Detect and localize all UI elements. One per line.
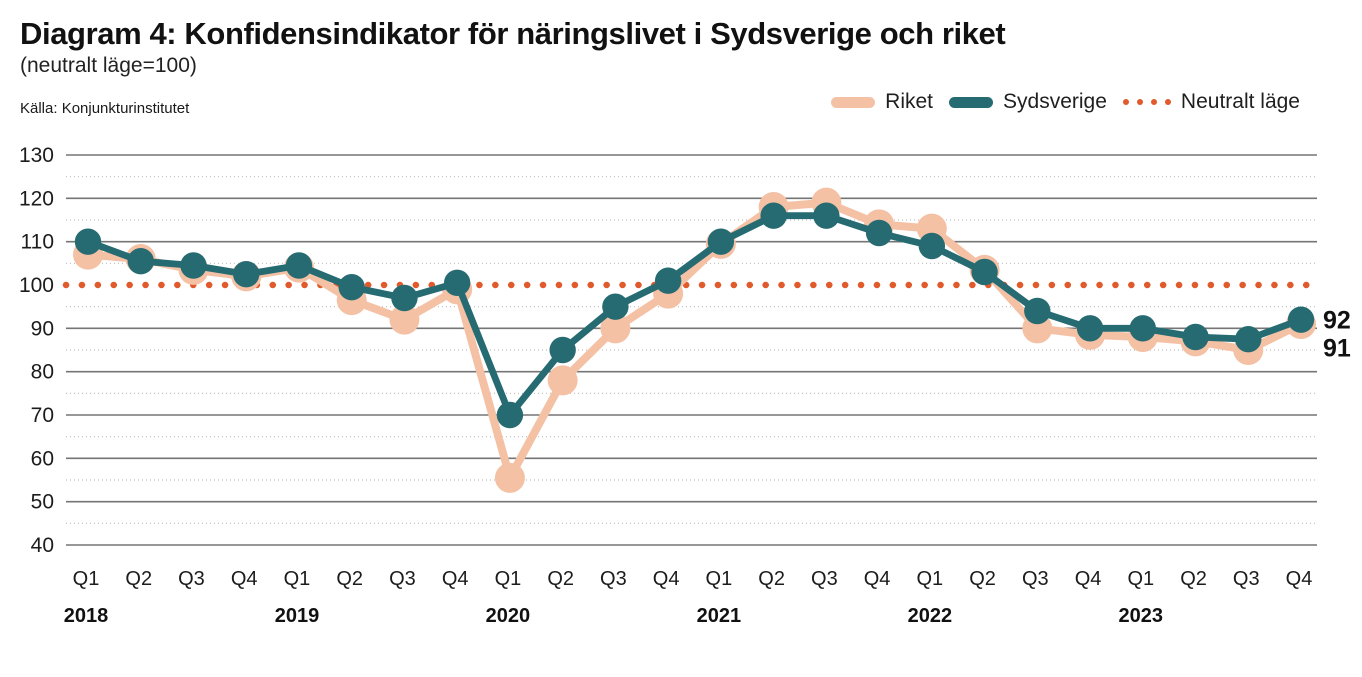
data-point	[443, 269, 471, 297]
year-labels: 2018 2019 2020 2021 2022 2023	[64, 605, 1163, 627]
sydsverige-line-swatch	[949, 96, 994, 108]
data-point	[338, 273, 365, 301]
data-point	[1129, 315, 1157, 342]
chart-header: Diagram 4: Konfidensindikator för näring…	[20, 16, 1006, 117]
legend-item-neutral: Neutralt läge	[1122, 90, 1300, 114]
data-point	[1076, 315, 1104, 342]
y-tick-label: 60	[31, 447, 54, 470]
x-tick-label: Q3	[811, 568, 838, 590]
x-tick-label: Q4	[231, 568, 258, 590]
y-tick-label: 50	[31, 491, 54, 514]
major-gridlines	[66, 154, 1317, 546]
data-point	[180, 252, 207, 279]
data-point	[127, 247, 154, 275]
x-tick-label: Q4	[442, 568, 469, 590]
legend: Riket Sydsverige Neutralt läge	[831, 90, 1300, 114]
data-point	[813, 202, 840, 229]
chart-subtitle: (neutralt läge=100)	[20, 53, 197, 77]
data-point	[1182, 323, 1209, 351]
data-point	[707, 228, 735, 255]
x-tick-label: Q1	[495, 568, 522, 590]
data-point	[918, 232, 946, 260]
x-tick-label: Q4	[1075, 568, 1102, 590]
y-tick-label: 120	[19, 187, 54, 210]
y-tick-label: 70	[31, 404, 54, 427]
series-line-sydsverige	[84, 212, 1305, 419]
neutral-dotted-swatch	[1122, 99, 1171, 105]
year-label: 2018	[64, 605, 109, 627]
series-points-sydsverige	[74, 202, 1315, 429]
x-tick-label: Q3	[389, 568, 416, 590]
y-tick-label: 80	[31, 361, 54, 384]
data-point	[1287, 306, 1315, 333]
data-point	[391, 284, 418, 312]
x-tick-label: Q2	[336, 568, 363, 590]
data-point	[494, 462, 525, 493]
data-point	[496, 401, 524, 429]
riket-line-swatch	[831, 96, 876, 108]
x-tick-label: Q4	[864, 568, 891, 590]
year-label: 2020	[486, 605, 531, 627]
data-point	[389, 304, 420, 335]
end-label-riket: 91	[1323, 335, 1351, 363]
data-point	[547, 365, 578, 396]
data-point	[233, 260, 260, 288]
y-tick-label: 110	[21, 231, 54, 254]
x-tick-label: Q2	[758, 568, 785, 590]
data-point	[654, 267, 682, 294]
data-point	[760, 202, 787, 229]
x-tick-label: Q2	[125, 568, 152, 590]
data-point	[549, 336, 576, 364]
year-label: 2022	[908, 605, 953, 627]
data-point	[971, 258, 998, 286]
x-tick-label: Q2	[547, 568, 574, 590]
x-tick-label: Q2	[969, 568, 996, 590]
legend-item-riket: Riket	[831, 90, 933, 114]
x-tick-label: Q1	[1127, 568, 1154, 590]
x-axis-labels: Q1 Q2 Q3 Q4 Q1 Q2 Q3 Q4 Q1 Q2 Q3 Q4 Q1 Q2 Q3 Q4 Q1 Q2 Q3 Q4…	[73, 568, 1313, 590]
page-title: Diagram 4: Konfidensindikator för näring…	[20, 16, 1006, 51]
x-tick-label: Q1	[73, 568, 100, 590]
legend-label-neutral: Neutralt läge	[1180, 90, 1300, 113]
x-tick-label: Q3	[1233, 568, 1260, 590]
y-tick-label: 130	[19, 144, 54, 167]
data-point	[1024, 297, 1051, 325]
data-point	[285, 252, 313, 279]
data-point	[865, 219, 893, 247]
end-label-sydsverige: 92	[1323, 307, 1351, 335]
year-label: 2023	[1119, 605, 1164, 627]
x-tick-label: Q1	[706, 568, 733, 590]
data-point	[600, 313, 631, 344]
data-point	[602, 293, 629, 320]
x-tick-label: Q2	[1180, 568, 1207, 590]
x-tick-label: Q4	[653, 568, 680, 590]
x-tick-label: Q3	[1022, 568, 1049, 590]
year-label: 2021	[697, 605, 742, 627]
minor-gridlines	[66, 176, 1317, 524]
legend-label-riket: Riket	[885, 90, 934, 113]
y-tick-label: 100	[19, 274, 54, 297]
x-tick-label: Q4	[1286, 568, 1313, 590]
x-tick-label: Q3	[600, 568, 627, 590]
y-axis-labels: 40 50 60 70 80 90 100 110 120 130	[19, 144, 54, 557]
legend-label-sydsverige: Sydsverige	[1003, 90, 1107, 113]
source-label: Källa: Konjunkturinstitutet	[20, 99, 190, 117]
legend-item-sydsverige: Sydsverige	[949, 90, 1107, 114]
data-point	[74, 228, 102, 255]
y-tick-label: 90	[31, 317, 54, 340]
x-tick-label: Q1	[916, 568, 943, 590]
x-tick-label: Q3	[178, 568, 205, 590]
y-tick-label: 40	[31, 534, 54, 557]
x-tick-label: Q1	[284, 568, 311, 590]
year-label: 2019	[275, 605, 320, 627]
data-point	[1235, 325, 1262, 353]
series-points-riket	[73, 187, 1317, 493]
